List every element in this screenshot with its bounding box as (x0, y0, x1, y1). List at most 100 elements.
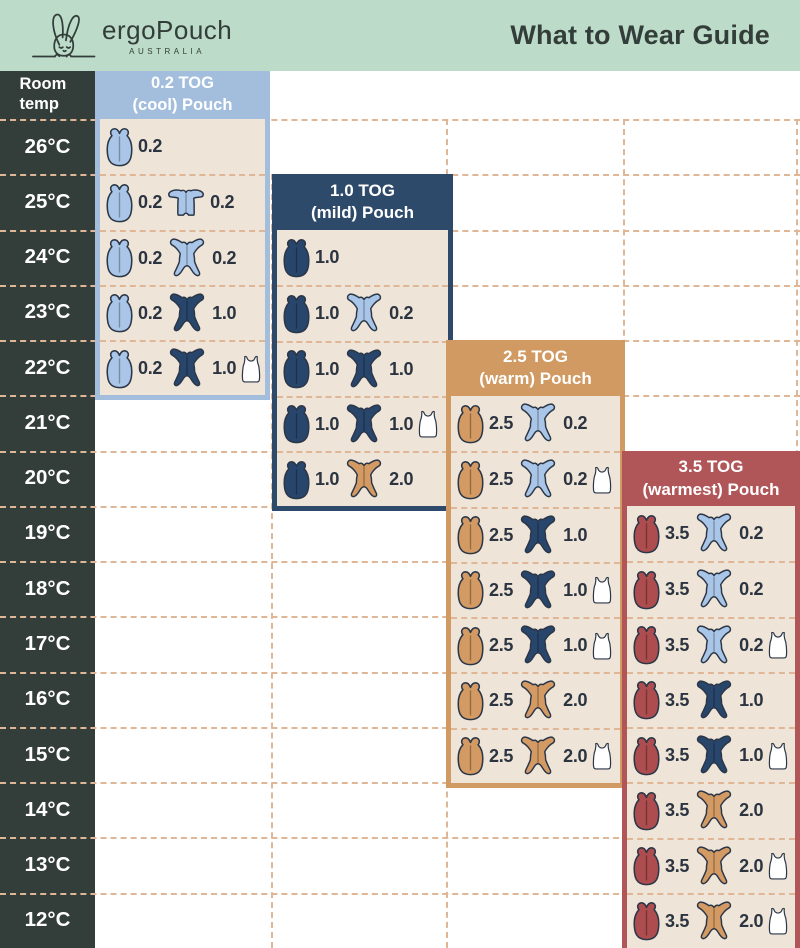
tog-value: 0.2 (739, 579, 764, 600)
sleep-bag-icon (457, 626, 484, 666)
sleep-bag-icon (106, 183, 133, 223)
panel-0-2-tog: 0.2 TOG (cool) Pouch 0.2 0.2 0.2 0.2 0.2 0.2 1.0… (95, 71, 270, 401)
sleep-bag-icon (457, 460, 484, 500)
tog-value: 1.0 (315, 413, 340, 434)
guide-row: 2.5 1.0 (451, 561, 620, 617)
singlet-icon (242, 355, 261, 383)
guide-row: 3.5 2.0 (627, 837, 795, 893)
bunny-logo-icon (32, 13, 96, 57)
sleep-bag-icon (633, 681, 660, 720)
tog-value: 2.0 (739, 855, 764, 876)
room-temp-column: Room temp 26°C 25°C 24°C 23°C 22°C 21°C 20°C 19… (0, 71, 95, 948)
onesie-icon (346, 459, 382, 498)
onesie-icon (520, 736, 556, 775)
grid-hline (0, 837, 800, 840)
panel-body-0-2-tog: 0.2 0.2 0.2 0.2 0.2 0.2 1.0 0.2 1.0 (100, 119, 265, 396)
tog-value: 1.0 (212, 302, 237, 323)
guide-row: 0.2 (100, 119, 265, 174)
tog-value: 2.5 (489, 635, 514, 656)
sleep-bag-icon (106, 239, 133, 278)
brand-logo: ergoPouch AUSTRALIA (30, 8, 232, 64)
tog-value: 2.0 (563, 745, 588, 766)
panel-title-1-0-tog: 1.0 TOG (mild) Pouch (277, 174, 448, 230)
sleep-bag-icon (283, 350, 310, 389)
onesie-icon (520, 515, 556, 553)
tog-value: 1.0 (389, 413, 414, 434)
tog-value: 2.5 (489, 745, 514, 766)
tog-value: 0.2 (138, 302, 163, 323)
guide-row: 3.5 2.0 (627, 892, 795, 948)
tog-value: 0.2 (138, 192, 163, 213)
panel-title-2-5-tog: 2.5 TOG (warm) Pouch (451, 340, 620, 396)
sleep-bag-icon (633, 514, 660, 553)
tog-value: 3.5 (665, 800, 690, 821)
temp-label: 16°C (24, 687, 71, 711)
sleep-bag-icon (106, 294, 133, 333)
temp-label: 26°C (24, 134, 71, 158)
tog-value: 1.0 (315, 469, 340, 490)
tog-value: 0.2 (563, 469, 588, 490)
tog-value: 2.0 (389, 469, 414, 490)
singlet-icon (593, 466, 612, 494)
sleep-bag-icon (633, 902, 660, 941)
guide-row: 3.5 0.2 (627, 506, 795, 561)
brand-text: ergoPouch AUSTRALIA (102, 17, 232, 56)
onesie-icon (520, 570, 556, 609)
guide-row: 3.5 2.0 (627, 782, 795, 837)
guide-row: 3.5 0.2 (627, 561, 795, 616)
brand-name: ergoPouch (102, 14, 233, 45)
sleep-bag-icon (457, 681, 484, 721)
grid-hline (0, 671, 800, 674)
sleep-bag-icon (457, 516, 484, 555)
onesie-icon (696, 790, 732, 829)
tog-value: 0.2 (739, 523, 764, 544)
temp-cells: 26°C 25°C 24°C 23°C 22°C 21°C 20°C 19°C 18°C 17°C… (0, 119, 95, 948)
guide-row: 0.2 0.2 (100, 174, 265, 229)
tog-value: 3.5 (665, 855, 690, 876)
temp-label: 12°C (24, 908, 71, 932)
tog-value: 1.0 (315, 358, 340, 379)
tog-value: 2.5 (489, 413, 514, 434)
panel-body-1-0-tog: 1.0 1.0 0.2 1.0 1.0 1.0 1.0 1.0 2.0 (277, 230, 448, 507)
onesie-icon (520, 459, 556, 498)
room-temp-header: Room temp (19, 75, 67, 113)
sleep-bag-icon (283, 405, 310, 444)
tog-value: 2.0 (563, 690, 588, 711)
temp-label: 25°C (24, 189, 71, 213)
singlet-icon (769, 632, 788, 659)
temp-label: 13°C (24, 853, 71, 877)
sleep-bag-icon (457, 571, 484, 610)
onesie-icon (696, 625, 732, 663)
sleep-bag-icon (633, 570, 660, 610)
tog-value: 0.2 (138, 358, 163, 379)
top-header-bar: ergoPouch AUSTRALIA What to Wear Guide (0, 0, 800, 71)
guide-row: 2.5 1.0 (451, 506, 620, 562)
guide-row: 3.5 1.0 (627, 671, 795, 727)
temp-label: 22°C (24, 355, 71, 379)
tog-value: 1.0 (563, 635, 588, 656)
onesie-icon (696, 680, 732, 719)
grid-vline (271, 174, 273, 948)
panel-title-line2: (mild) Pouch (311, 203, 414, 222)
tog-value: 1.0 (563, 524, 588, 545)
singlet-icon (593, 743, 612, 770)
tog-value: 1.0 (739, 689, 764, 710)
temp-label: 20°C (24, 466, 71, 490)
sleep-bag-icon (283, 238, 310, 277)
tog-value: 0.2 (739, 634, 764, 655)
tog-value: 0.2 (212, 247, 237, 268)
temp-label: 23°C (24, 300, 71, 324)
onesie-icon (520, 403, 556, 442)
sleep-bag-icon (457, 404, 484, 443)
tog-value: 0.2 (563, 413, 588, 434)
grid-hline (0, 892, 800, 895)
tog-value: 3.5 (665, 523, 690, 544)
tog-value: 1.0 (315, 247, 340, 268)
panel-title-line2: (cool) Pouch (132, 96, 233, 114)
guide-row: 1.0 2.0 (277, 451, 448, 506)
onesie-icon (346, 404, 382, 443)
panel-title-line1: 2.5 TOG (503, 346, 568, 366)
onesie-icon (696, 569, 732, 608)
singlet-icon (769, 853, 788, 880)
